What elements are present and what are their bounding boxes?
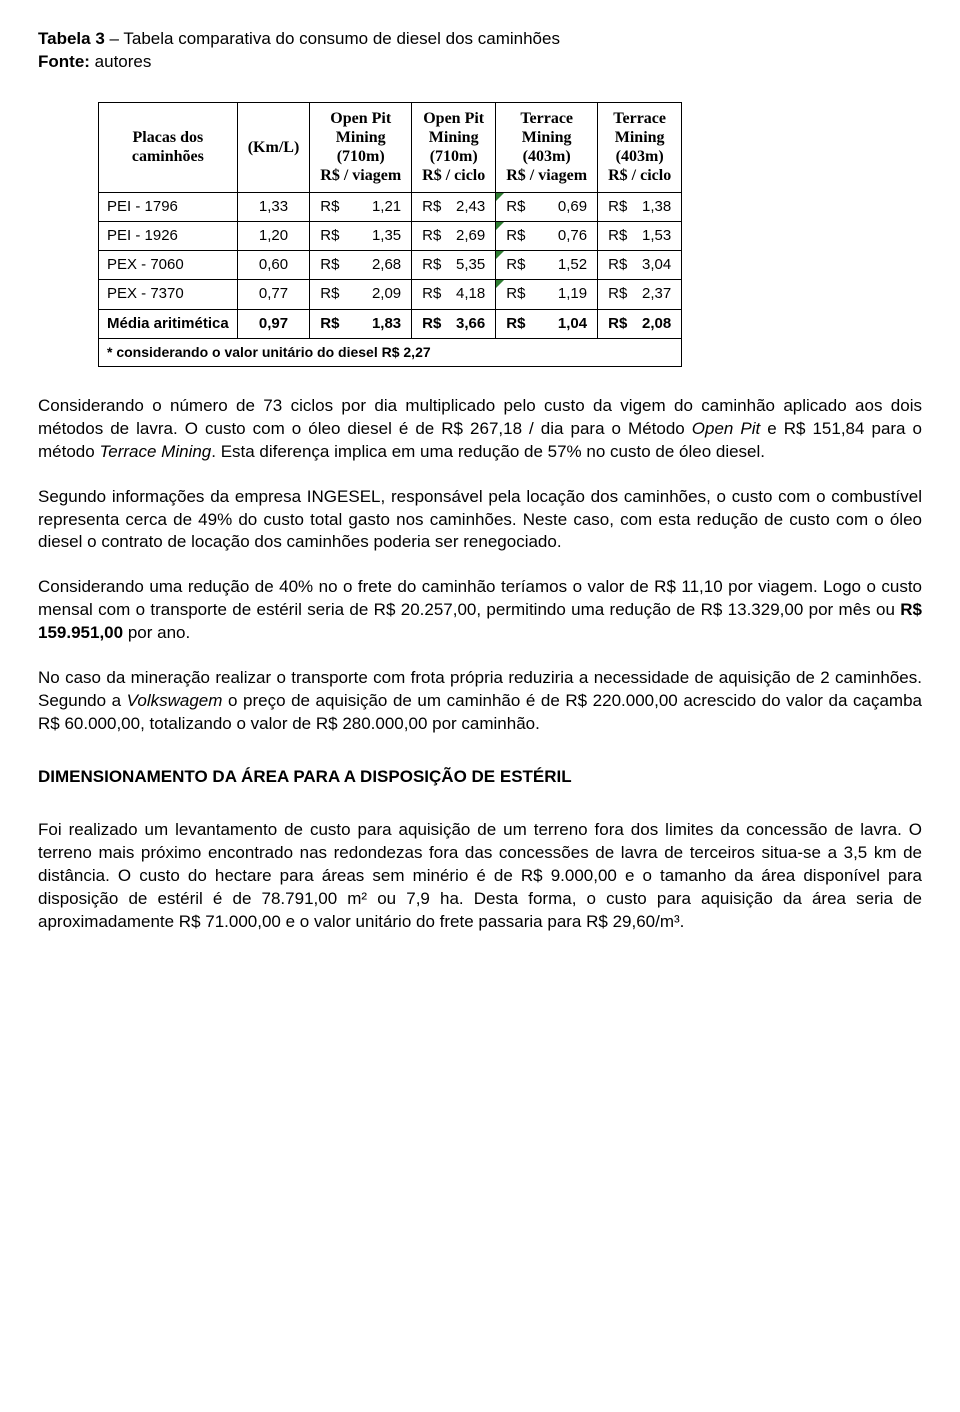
table-cell: R$2,43 — [412, 192, 496, 221]
table-footnote-row: * considerando o valor unitário do diese… — [99, 338, 682, 366]
table-head: Placas doscaminhões(Km/L)Open PitMining(… — [99, 102, 682, 192]
table-cell: R$2,08 — [598, 309, 682, 338]
table-caption: Tabela 3 – Tabela comparativa do consumo… — [38, 28, 922, 51]
column-header-4: TerraceMining(403m)R$ / viagem — [496, 102, 598, 192]
table-cell: R$0,69 — [496, 192, 598, 221]
row-label: PEX - 7370 — [99, 280, 238, 309]
p1-italic-2: Terrace Mining — [99, 442, 211, 461]
table-cell: R$1,04 — [496, 309, 598, 338]
data-table-wrap: Placas doscaminhões(Km/L)Open PitMining(… — [98, 102, 922, 367]
table-source: Fonte: autores — [38, 51, 922, 74]
table-cell: R$2,09 — [310, 280, 412, 309]
p3-part-c: por ano. — [123, 623, 190, 642]
paragraph-4: No caso da mineração realizar o transpor… — [38, 667, 922, 736]
table-body: PEI - 17961,33R$1,21R$2,43R$0,69R$1,38PE… — [99, 192, 682, 366]
column-header-1: (Km/L) — [237, 102, 310, 192]
p1-part-c: . Esta diferença implica em uma redução … — [211, 442, 765, 461]
table-row: PEX - 73700,77R$2,09R$4,18R$1,19R$2,37 — [99, 280, 682, 309]
table-row: PEX - 70600,60R$2,68R$5,35R$1,52R$3,04 — [99, 251, 682, 280]
table-cell: R$1,21 — [310, 192, 412, 221]
table-title-rest: – Tabela comparativa do consumo de diese… — [105, 29, 560, 48]
table-cell: 1,33 — [237, 192, 310, 221]
table-cell: 0,97 — [237, 309, 310, 338]
table-cell: R$5,35 — [412, 251, 496, 280]
table-footnote: * considerando o valor unitário do diese… — [99, 338, 682, 366]
table-cell: R$3,66 — [412, 309, 496, 338]
column-header-3: Open PitMining(710m)R$ / ciclo — [412, 102, 496, 192]
diesel-table: Placas doscaminhões(Km/L)Open PitMining(… — [98, 102, 682, 367]
table-cell: R$0,76 — [496, 221, 598, 250]
row-label: PEX - 7060 — [99, 251, 238, 280]
table-cell: R$3,04 — [598, 251, 682, 280]
paragraph-1: Considerando o número de 73 ciclos por d… — [38, 395, 922, 464]
table-cell: R$1,19 — [496, 280, 598, 309]
table-cell: R$2,68 — [310, 251, 412, 280]
table-row: Média aritimética0,97R$1,83R$3,66R$1,04R… — [99, 309, 682, 338]
table-cell: R$1,83 — [310, 309, 412, 338]
table-cell: R$2,37 — [598, 280, 682, 309]
paragraph-5: Foi realizado um levantamento de custo p… — [38, 819, 922, 934]
table-cell: R$1,53 — [598, 221, 682, 250]
column-header-5: TerraceMining(403m)R$ / ciclo — [598, 102, 682, 192]
table-header-row: Placas doscaminhões(Km/L)Open PitMining(… — [99, 102, 682, 192]
table-cell: R$1,52 — [496, 251, 598, 280]
table-cell: 0,60 — [237, 251, 310, 280]
row-label: PEI - 1926 — [99, 221, 238, 250]
row-label: PEI - 1796 — [99, 192, 238, 221]
section-heading: DIMENSIONAMENTO DA ÁREA PARA A DISPOSIÇÃ… — [38, 766, 922, 789]
table-cell: R$1,35 — [310, 221, 412, 250]
paragraph-3: Considerando uma redução de 40% no o fre… — [38, 576, 922, 645]
p3-part-a: Considerando uma redução de 40% no o fre… — [38, 577, 922, 619]
p1-italic-1: Open Pit — [692, 419, 760, 438]
column-header-2: Open PitMining(710m)R$ / viagem — [310, 102, 412, 192]
p4-italic-1: Volkswagem — [127, 691, 223, 710]
column-header-0: Placas doscaminhões — [99, 102, 238, 192]
table-cell: 0,77 — [237, 280, 310, 309]
source-rest: autores — [90, 52, 151, 71]
table-cell: 1,20 — [237, 221, 310, 250]
table-row: PEI - 17961,33R$1,21R$2,43R$0,69R$1,38 — [99, 192, 682, 221]
source-label: Fonte: — [38, 52, 90, 71]
paragraph-2: Segundo informações da empresa INGESEL, … — [38, 486, 922, 555]
table-cell: R$4,18 — [412, 280, 496, 309]
table-cell: R$1,38 — [598, 192, 682, 221]
table-cell: R$2,69 — [412, 221, 496, 250]
row-label: Média aritimética — [99, 309, 238, 338]
table-label: Tabela 3 — [38, 29, 105, 48]
table-row: PEI - 19261,20R$1,35R$2,69R$0,76R$1,53 — [99, 221, 682, 250]
